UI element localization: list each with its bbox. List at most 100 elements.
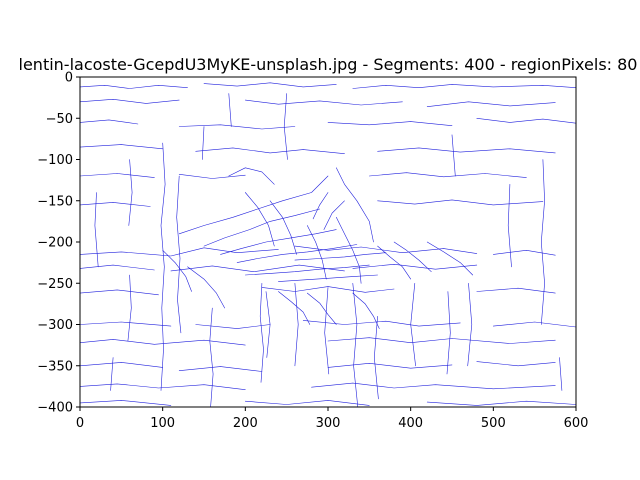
segment-line-73 — [335, 217, 362, 284]
segment-line-75 — [269, 200, 297, 255]
chart-title: lentin-lacoste-GcepdU3MyKE-unsplash.jpg … — [19, 55, 638, 74]
segment-line-62 — [127, 274, 132, 342]
segment-line-57 — [94, 192, 99, 268]
segment-line-34 — [178, 366, 263, 372]
segment-line-78 — [312, 192, 329, 220]
segment-line-39 — [79, 400, 172, 406]
segment-line-20 — [492, 250, 556, 256]
segment-line-41 — [426, 400, 577, 406]
segment-line-28 — [195, 324, 271, 329]
segment-line-53 — [446, 291, 451, 375]
segment-line-4 — [245, 99, 403, 106]
segment-line-11 — [195, 147, 345, 154]
segment-line-44 — [202, 126, 205, 160]
y-tick-label-8: −400 — [37, 401, 73, 416]
segment-line-47 — [265, 291, 271, 358]
segment-line-45 — [209, 307, 214, 408]
segment-line-71 — [278, 274, 378, 282]
segment-line-58 — [128, 159, 133, 226]
segment-line-40 — [245, 400, 370, 406]
segment-line-59 — [228, 93, 232, 127]
x-tick-label-6: 600 — [564, 416, 589, 431]
segment-line-12 — [377, 147, 556, 154]
segment-line-67 — [203, 208, 321, 247]
y-tick-label-6: −300 — [37, 318, 73, 333]
segment-line-61 — [451, 134, 456, 177]
y-tick-label-4: −200 — [37, 236, 73, 251]
segment-line-55 — [507, 184, 512, 268]
y-tick-label-7: −350 — [37, 359, 73, 374]
y-tick-label-5: −250 — [37, 277, 73, 292]
segment-line-54 — [467, 282, 473, 367]
segment-line-32 — [327, 337, 556, 344]
segment-line-0 — [79, 85, 188, 89]
segment-line-85 — [352, 292, 380, 329]
segment-line-35 — [327, 362, 453, 369]
segment-line-81 — [393, 241, 432, 273]
segment-line-37 — [79, 383, 246, 391]
segment-line-65 — [178, 175, 329, 235]
y-tick-label-1: −50 — [46, 112, 73, 127]
segment-line-46 — [259, 282, 264, 383]
segment-line-72 — [294, 252, 387, 261]
y-tick-label-2: −100 — [37, 153, 73, 168]
segment-line-2 — [352, 84, 577, 89]
segment-line-79 — [323, 200, 345, 230]
segment-line-84 — [306, 292, 337, 325]
segment-line-21 — [79, 264, 155, 271]
segment-line-76 — [245, 192, 275, 247]
segment-line-49 — [324, 287, 330, 375]
segment-line-25 — [261, 286, 395, 293]
segment-line-27 — [79, 321, 172, 327]
segment-line-8 — [327, 121, 453, 126]
y-axis: 0 −50 −100 −150 −200 −250 −300 −350 −400 — [37, 71, 80, 416]
segment-line-18 — [79, 247, 279, 257]
segment-line-24 — [79, 289, 159, 296]
segment-line-64 — [559, 357, 563, 391]
segment-line-63 — [110, 357, 114, 391]
segment-line-70 — [245, 264, 370, 276]
segment-line-7 — [178, 124, 296, 130]
segment-line-52 — [410, 282, 416, 367]
segments-layer — [79, 82, 577, 408]
segment-line-87 — [162, 250, 192, 292]
segment-line-60 — [283, 93, 288, 160]
segment-line-15 — [368, 172, 527, 178]
segment-line-80 — [377, 245, 412, 280]
x-tick-label-0: 0 — [76, 416, 84, 431]
segment-line-6 — [79, 119, 139, 125]
x-tick-label-2: 200 — [233, 416, 258, 431]
segment-line-13 — [79, 173, 155, 178]
segment-line-9 — [476, 118, 577, 124]
segment-line-30 — [492, 321, 577, 328]
segment-line-3 — [79, 99, 180, 104]
segment-line-36 — [476, 361, 556, 367]
segment-line-74 — [306, 225, 327, 280]
segment-line-82 — [426, 241, 474, 276]
segment-line-31 — [79, 339, 246, 346]
y-tick-label-3: −150 — [37, 194, 73, 209]
segment-line-48 — [294, 282, 299, 367]
segment-line-38 — [311, 382, 556, 390]
segment-line-83 — [278, 291, 311, 325]
segment-line-66 — [335, 167, 374, 243]
segment-line-50 — [352, 282, 359, 408]
x-axis: 0 100 200 300 400 500 600 — [76, 407, 589, 431]
segment-line-29 — [302, 320, 461, 327]
segment-line-23 — [352, 263, 478, 270]
segment-line-43 — [176, 175, 182, 334]
segment-line-69 — [236, 244, 358, 263]
x-tick-label-4: 400 — [398, 416, 423, 431]
segment-line-86 — [187, 266, 225, 309]
segment-line-33 — [79, 362, 163, 368]
segment-line-1 — [203, 82, 337, 88]
x-tick-label-3: 300 — [316, 416, 341, 431]
segment-line-16 — [79, 202, 151, 207]
y-tick-label-0: 0 — [65, 71, 73, 86]
segment-line-22 — [170, 264, 345, 273]
x-tick-label-5: 500 — [481, 416, 506, 431]
segment-line-42 — [160, 142, 166, 391]
segment-line-10 — [79, 144, 163, 150]
